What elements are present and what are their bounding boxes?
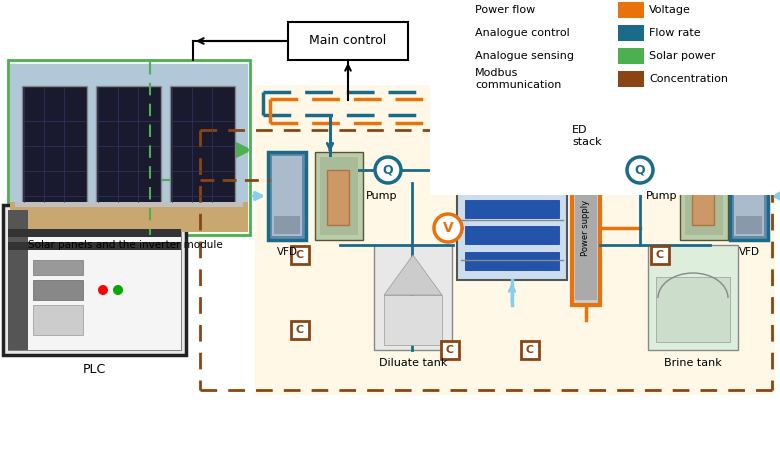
Bar [465, 174, 559, 192]
Bar [3, 205, 186, 355]
Bar [465, 226, 559, 244]
Bar [618, 2, 644, 18]
Bar [291, 321, 309, 339]
Bar [274, 216, 300, 234]
Text: PLC: PLC [83, 363, 106, 376]
Bar [10, 64, 248, 232]
Bar [618, 25, 644, 41]
Text: Pump: Pump [646, 191, 677, 201]
Bar [430, 0, 775, 195]
Bar [656, 277, 730, 342]
Bar [730, 152, 768, 240]
Text: Modbus
communication: Modbus communication [475, 68, 562, 90]
Text: Analogue sensing: Analogue sensing [475, 51, 574, 61]
Bar [33, 280, 83, 300]
Text: Power flow: Power flow [475, 5, 535, 15]
Bar [170, 86, 235, 204]
Text: V: V [442, 221, 453, 235]
Bar [272, 156, 302, 236]
Text: Diluate tank: Diluate tank [379, 358, 447, 368]
Bar [15, 202, 243, 207]
Bar [374, 245, 452, 350]
Text: C: C [526, 345, 534, 355]
Bar [8, 242, 181, 250]
Bar [465, 200, 559, 218]
Bar [651, 246, 669, 264]
Bar [255, 85, 775, 395]
Text: Solar power: Solar power [649, 51, 715, 61]
Bar [22, 86, 87, 204]
Bar [327, 170, 349, 225]
Bar [10, 202, 248, 232]
Bar [288, 22, 408, 60]
Bar [457, 135, 567, 280]
Bar [441, 341, 459, 359]
Bar [734, 156, 764, 236]
Bar [465, 252, 559, 270]
Polygon shape [384, 255, 442, 295]
Text: ED
stack: ED stack [572, 125, 601, 147]
Bar [96, 86, 161, 204]
Bar [8, 210, 28, 350]
Bar [618, 71, 644, 87]
Text: Main control: Main control [310, 35, 387, 48]
Text: C: C [656, 250, 664, 260]
Bar [680, 152, 728, 240]
Text: VFD: VFD [739, 247, 760, 257]
Bar [384, 295, 442, 345]
Bar [33, 305, 83, 335]
Text: Q: Q [383, 163, 393, 176]
Text: Pump: Pump [366, 191, 398, 201]
Text: Brine tank: Brine tank [664, 358, 722, 368]
Bar [320, 157, 358, 235]
Bar [618, 48, 644, 64]
Circle shape [627, 157, 653, 183]
Text: Concentration: Concentration [649, 74, 728, 84]
Bar [8, 60, 250, 235]
Bar [33, 260, 83, 275]
Text: VFD: VFD [276, 247, 297, 257]
Text: C: C [296, 250, 304, 260]
Text: Solar panels and the inverter module: Solar panels and the inverter module [27, 240, 222, 250]
Bar [291, 246, 309, 264]
Text: Power supply: Power supply [582, 199, 590, 256]
Bar [685, 157, 723, 235]
Bar [465, 148, 559, 166]
Text: Analogue control: Analogue control [475, 28, 569, 38]
Bar [575, 155, 597, 300]
Circle shape [98, 285, 108, 295]
Bar [8, 210, 181, 350]
Bar [268, 152, 306, 240]
Text: Flow rate: Flow rate [649, 28, 700, 38]
Text: Voltage: Voltage [649, 5, 691, 15]
Circle shape [113, 285, 123, 295]
Circle shape [375, 157, 401, 183]
Bar [315, 152, 363, 240]
Bar [736, 216, 762, 234]
Bar [692, 170, 714, 225]
Text: C: C [296, 325, 304, 335]
Circle shape [434, 214, 462, 242]
Bar [572, 150, 600, 305]
Bar [521, 341, 539, 359]
Bar [8, 229, 181, 237]
Text: Q: Q [635, 163, 645, 176]
Text: C: C [446, 345, 454, 355]
Bar [648, 245, 738, 350]
